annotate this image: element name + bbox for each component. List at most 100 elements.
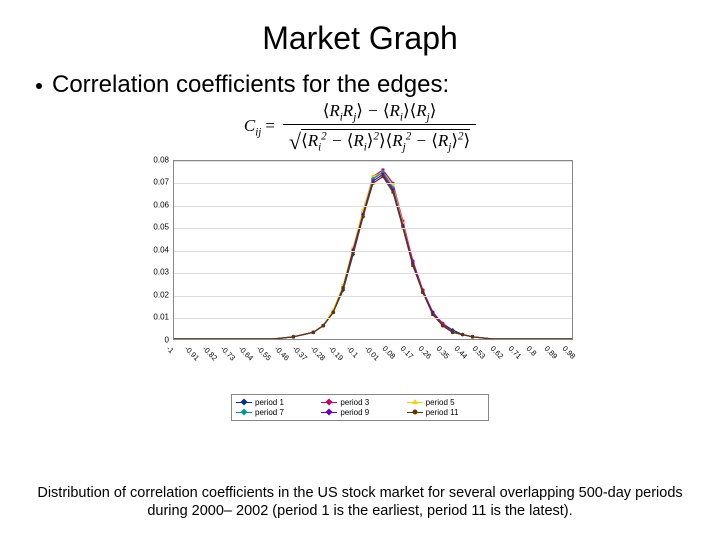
- chart-series-line: [174, 176, 572, 338]
- chart-series-marker: [411, 264, 414, 267]
- legend-item: period 3: [321, 398, 398, 407]
- chart-series-marker: [451, 331, 454, 334]
- chart-xtick-label: 0.08: [381, 344, 398, 361]
- formula: Cij= ⟨RiRj⟩ − ⟨Ri⟩⟨Rj⟩ √⟨Ri2 − ⟨Ri⟩2⟩⟨Rj…: [244, 101, 476, 154]
- legend-label: period 7: [255, 408, 284, 417]
- chart-gridline: [174, 228, 572, 229]
- chart-series-line: [174, 172, 572, 339]
- chart-curves: [174, 161, 572, 339]
- legend-label: period 11: [426, 408, 459, 417]
- slide-root: Market Graph Correlation coefficients fo…: [0, 0, 720, 540]
- chart-xtick-label: 0.89: [543, 344, 560, 361]
- formula-denominator: √⟨Ri2 − ⟨Ri⟩2⟩⟨Rj2 − ⟨Rj⟩2⟩: [283, 125, 476, 153]
- chart-xtick-label: -0.37: [291, 344, 309, 362]
- chart-xtick-label: -0.91: [183, 344, 201, 362]
- chart-series-marker: [461, 333, 464, 336]
- formula-fraction: ⟨RiRj⟩ − ⟨Ri⟩⟨Rj⟩ √⟨Ri2 − ⟨Ri⟩2⟩⟨Rj2 − ⟨…: [283, 101, 476, 154]
- chart-series-marker: [312, 331, 315, 334]
- legend-item: period 7: [236, 408, 313, 417]
- legend-label: period 1: [255, 398, 284, 407]
- chart-series-marker: [441, 324, 444, 327]
- caption-text: Distribution of correlation coefficients…: [28, 484, 692, 520]
- legend-marker-icon: [240, 409, 247, 416]
- distribution-chart: 00.010.020.030.040.050.060.070.08-1-0.91…: [135, 160, 585, 390]
- legend-label: period 5: [426, 398, 455, 407]
- chart-series-line: [174, 170, 572, 339]
- bullet-text: Correlation coefficients for the edges:: [52, 71, 449, 99]
- chart-series-line: [174, 174, 572, 339]
- chart-series-marker: [431, 313, 434, 316]
- legend-marker-icon: [412, 410, 417, 415]
- chart-xtick-label: 0.8: [525, 344, 539, 358]
- chart-gridline: [174, 318, 572, 319]
- legend-label: period 3: [340, 398, 369, 407]
- chart-ytick-label: 0.02: [139, 290, 169, 299]
- chart-series-marker: [292, 335, 295, 338]
- chart-ytick-label: 0.03: [139, 268, 169, 277]
- chart-xtick-label: 0.26: [417, 344, 434, 361]
- chart-xtick-label: -0.01: [363, 344, 381, 362]
- chart-xtick-label: 0.62: [489, 344, 506, 361]
- chart-ytick-label: 0.04: [139, 245, 169, 254]
- legend-line-icon: [407, 412, 423, 413]
- chart-series-marker: [322, 324, 325, 327]
- bullet-icon: [36, 83, 42, 89]
- legend-item: period 1: [236, 398, 313, 407]
- chart-xtick-label: -0.1: [345, 344, 361, 360]
- legend-marker-icon: [412, 399, 418, 404]
- chart-series-marker: [342, 286, 345, 289]
- chart-xtick-label: 0.53: [471, 344, 488, 361]
- legend-marker-icon: [326, 409, 333, 416]
- chart-gridline: [174, 296, 572, 297]
- chart-series-marker: [362, 215, 365, 218]
- legend-line-icon: [321, 402, 337, 403]
- chart-series-line: [174, 172, 572, 339]
- chart-ytick-label: 0.05: [139, 223, 169, 232]
- chart-xtick-label: -0.46: [273, 344, 291, 362]
- chart-xtick-label: -0.64: [237, 344, 255, 362]
- chart-xtick-label: -0.19: [327, 344, 345, 362]
- chart-xtick-label: -0.28: [309, 344, 327, 362]
- chart-ytick-label: 0: [139, 335, 169, 344]
- legend-label: period 9: [340, 408, 369, 417]
- chart-xtick-label: 0.35: [435, 344, 452, 361]
- chart-ytick-label: 0.01: [139, 313, 169, 322]
- legend-item: period 5: [407, 398, 484, 407]
- chart-xtick-label: -0.82: [201, 344, 219, 362]
- legend-line-icon: [236, 402, 252, 403]
- formula-numerator: ⟨RiRj⟩ − ⟨Ri⟩⟨Rj⟩: [283, 101, 476, 125]
- chart-series-marker: [471, 335, 474, 338]
- legend-marker-icon: [240, 399, 247, 406]
- chart-xtick-label: -1: [165, 344, 176, 355]
- legend-marker-icon: [326, 399, 333, 406]
- chart-gridline: [174, 161, 572, 162]
- chart-gridline: [174, 206, 572, 207]
- chart-legend: period 1 period 3 period 5 period 7 period 9…: [231, 394, 489, 421]
- chart-gridline: [174, 273, 572, 274]
- chart-xtick-label: 0.71: [507, 344, 524, 361]
- chart-series-marker: [391, 190, 394, 193]
- chart-plot-area: [173, 160, 573, 340]
- legend-item: period 11: [407, 408, 484, 417]
- chart-xtick-label: 0.98: [561, 344, 578, 361]
- formula-lhs: Cij: [244, 116, 261, 135]
- legend-line-icon: [407, 402, 423, 403]
- chart-series-marker: [421, 291, 424, 294]
- chart-xtick-label: -0.73: [219, 344, 237, 362]
- chart-ytick-label: 0.06: [139, 200, 169, 209]
- legend-line-icon: [236, 412, 252, 413]
- legend-line-icon: [321, 412, 337, 413]
- chart-xtick-label: 0.17: [399, 344, 416, 361]
- equals-sign: =: [265, 116, 275, 135]
- chart-xtick-label: -0.55: [255, 344, 273, 362]
- page-title: Market Graph: [28, 20, 692, 57]
- chart-xtick-label: 0.44: [453, 344, 470, 361]
- chart-ytick-label: 0.08: [139, 155, 169, 164]
- chart-series-line: [174, 172, 572, 339]
- chart-gridline: [174, 251, 572, 252]
- chart-series-marker: [332, 311, 335, 314]
- chart-gridline: [174, 183, 572, 184]
- equation-block: Cij= ⟨RiRj⟩ − ⟨Ri⟩⟨Rj⟩ √⟨Ri2 − ⟨Ri⟩2⟩⟨Rj…: [28, 101, 692, 154]
- chart-series-marker: [381, 175, 384, 178]
- legend-item: period 9: [321, 408, 398, 417]
